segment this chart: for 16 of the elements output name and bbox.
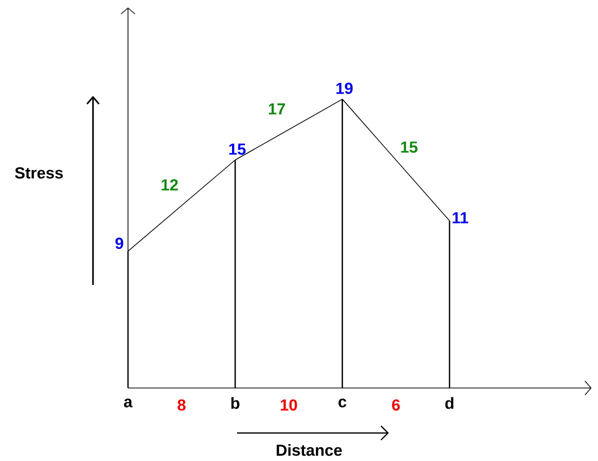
x-tick-label: a <box>124 398 133 408</box>
annotation: 15 <box>401 142 418 153</box>
data-label: 11 <box>452 212 468 224</box>
data-label: 15 <box>229 144 246 155</box>
annotation: 17 <box>268 103 285 114</box>
data-label: 19 <box>336 82 353 94</box>
text: 6 <box>392 399 400 411</box>
x-tick-label: c <box>338 398 346 408</box>
x-axis-title: Distance <box>276 444 342 456</box>
x-tick-label: b <box>231 397 240 409</box>
text: 8 <box>178 399 186 411</box>
data-label: 9 <box>115 238 124 249</box>
x-tick-label: d <box>445 397 454 409</box>
y-axis-title: Stress <box>15 167 63 179</box>
text: 10 <box>280 399 297 411</box>
annotation: 12 <box>162 179 178 190</box>
